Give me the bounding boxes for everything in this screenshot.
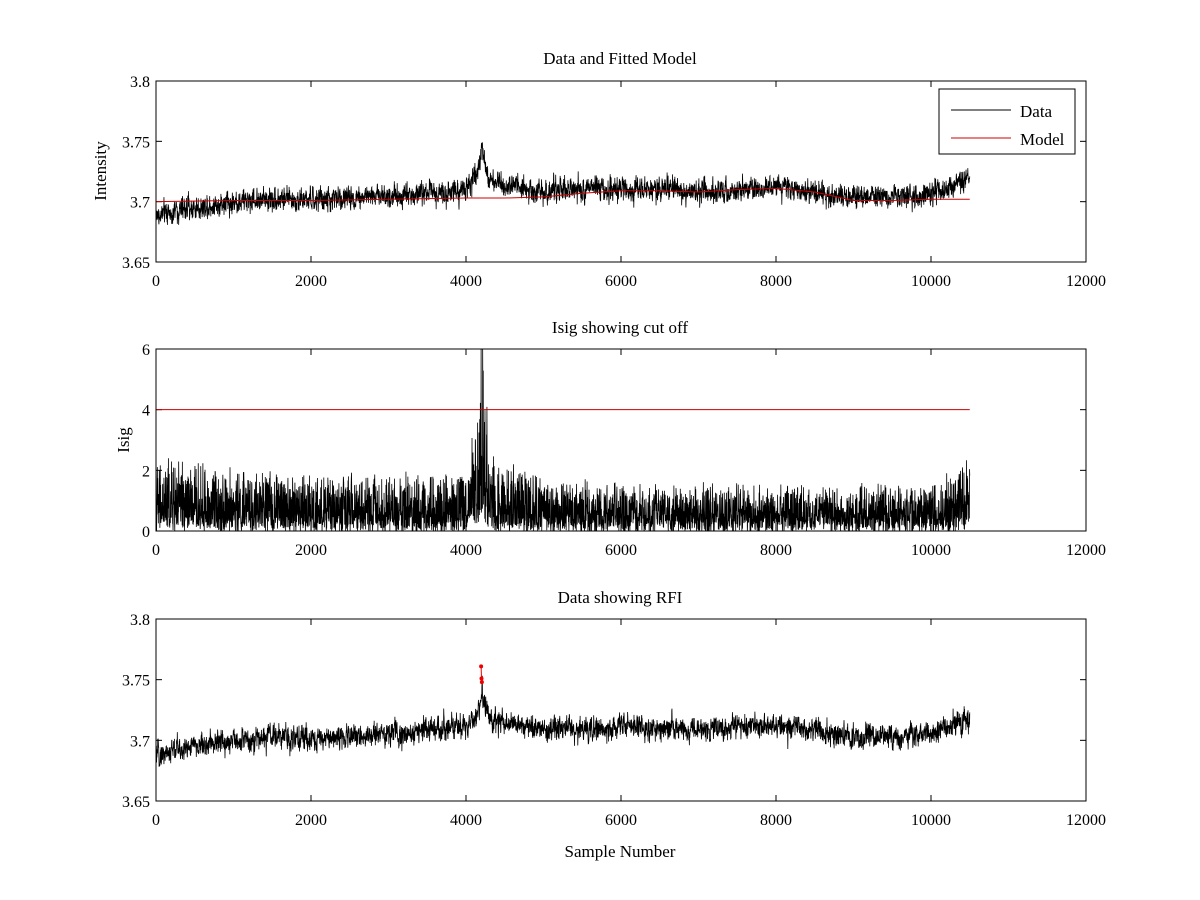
data-series-line <box>156 349 971 531</box>
rfi-marker <box>479 676 484 681</box>
x-tick-label: 4000 <box>450 542 482 559</box>
y-tick-label: 3.75 <box>122 134 150 151</box>
panel-isig-cut-off: Isig showing cut off Isig 0 2000 4000 6000 8… <box>114 318 1106 559</box>
x-tick-label: 10000 <box>911 273 951 290</box>
data-series-line <box>156 142 971 225</box>
series-group <box>156 142 971 225</box>
x-tick-label: 6000 <box>605 812 637 829</box>
panel-data-showing-rfi: Data showing RFI Sample Number 0 2000 4000… <box>122 588 1106 861</box>
x-tick-label: 2000 <box>295 273 327 290</box>
x-tick-label: 4000 <box>450 273 482 290</box>
x-tick-label: 12000 <box>1066 273 1106 290</box>
y-tick-label: 3.8 <box>130 74 150 91</box>
x-tick-label: 12000 <box>1066 812 1106 829</box>
x-tick-label: 2000 <box>295 542 327 559</box>
legend-model-label: Model <box>1020 130 1065 149</box>
series-group <box>156 349 971 531</box>
x-tick-label: 0 <box>152 542 160 559</box>
y-tick-label: 2 <box>142 463 150 480</box>
y-tick-label: 3.75 <box>122 673 150 690</box>
y-tick-label: 4 <box>142 403 150 420</box>
panel-2-ylabel: Isig <box>114 427 133 453</box>
x-tick-label: 10000 <box>911 542 951 559</box>
panel-1-axes-box <box>155 80 1087 263</box>
x-tick-label: 0 <box>152 273 160 290</box>
x-tick-label: 10000 <box>911 812 951 829</box>
x-tick-label: 12000 <box>1066 542 1106 559</box>
panel-2-ticks: 0 2000 4000 6000 8000 10000 12000 0 2 4 6 <box>142 342 1106 559</box>
legend-data-label: Data <box>1020 102 1053 121</box>
panel-1-title: Data and Fitted Model <box>543 49 697 68</box>
x-tick-label: 8000 <box>760 273 792 290</box>
panel-3-xlabel: Sample Number <box>565 842 676 861</box>
x-tick-label: 8000 <box>760 812 792 829</box>
series-group <box>156 664 971 767</box>
x-tick-label: 0 <box>152 812 160 829</box>
panel-1-ylabel: Intensity <box>91 141 110 201</box>
x-tick-label: 6000 <box>605 273 637 290</box>
panel-2-title: Isig showing cut off <box>552 318 688 337</box>
panel-3-axes-box <box>155 618 1087 802</box>
panel-1-plot-area <box>156 142 971 225</box>
panel-3-title: Data showing RFI <box>558 588 683 607</box>
legend: Data Model <box>938 88 1076 155</box>
x-tick-label: 8000 <box>760 542 792 559</box>
panel-2-plot-area <box>156 349 971 531</box>
x-tick-label: 4000 <box>450 812 482 829</box>
rfi-marker <box>479 680 484 685</box>
y-tick-label: 0 <box>142 524 150 541</box>
y-tick-label: 3.8 <box>130 612 150 629</box>
y-tick-label: 6 <box>142 342 150 359</box>
model-series-line <box>156 187 970 203</box>
y-tick-label: 3.65 <box>122 255 150 272</box>
panel-1-ticks: 0 2000 4000 6000 8000 10000 12000 3.65 3.7 3.75 3.… <box>122 74 1106 290</box>
x-tick-label: 2000 <box>295 812 327 829</box>
y-tick-label: 3.65 <box>122 794 150 811</box>
data-series-line <box>156 675 971 767</box>
y-tick-label: 3.7 <box>130 733 150 750</box>
panel-data-and-fitted-model: Data and Fitted Model Intensity 0 2000 400… <box>91 49 1106 290</box>
y-tick-label: 3.7 <box>130 195 150 212</box>
panel-2-axes-box <box>155 348 1087 532</box>
legend-box <box>938 88 1076 155</box>
rfi-marker <box>479 664 484 669</box>
x-tick-label: 6000 <box>605 542 637 559</box>
panel-3-plot-area <box>156 664 971 767</box>
